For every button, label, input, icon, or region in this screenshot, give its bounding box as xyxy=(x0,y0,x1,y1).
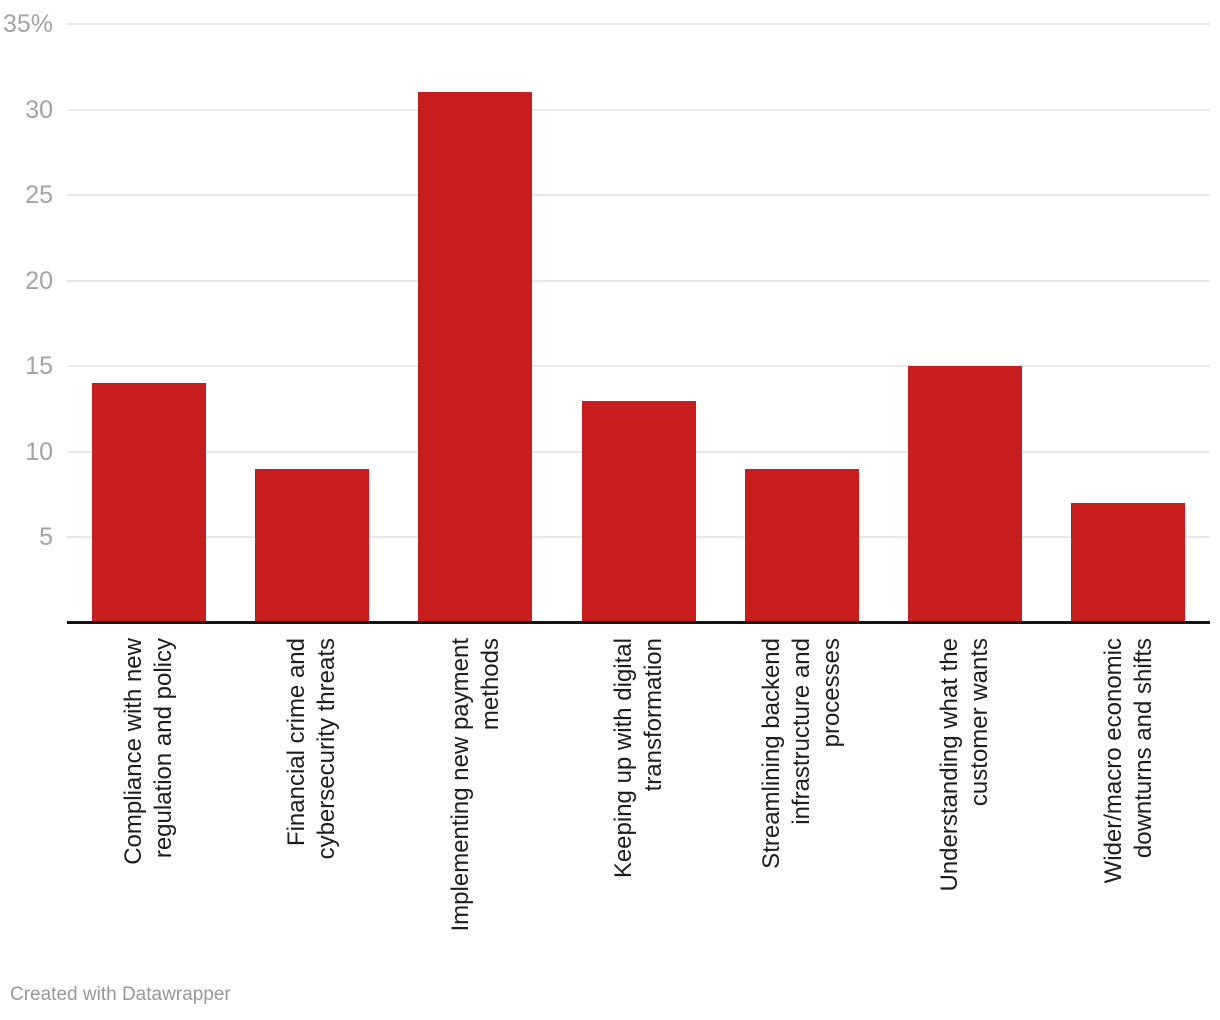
y-tick-label-10: 10 xyxy=(25,438,53,466)
x-tick-label-4: Streamlining backend infrastructure and … xyxy=(757,638,847,958)
datawrapper-attribution-link[interactable]: Created with Datawrapper xyxy=(10,984,231,1005)
bar-4 xyxy=(745,469,859,623)
gridline-15 xyxy=(67,365,1210,367)
bar-0 xyxy=(92,383,206,623)
y-tick-label-20: 20 xyxy=(25,267,53,295)
bar-3 xyxy=(582,401,696,623)
y-tick-label-25: 25 xyxy=(25,181,53,209)
bar-1 xyxy=(255,469,369,623)
x-tick-label-3: Keeping up with digital transformation xyxy=(594,638,684,958)
x-tick-label-text: Keeping up with digital transformation xyxy=(609,638,667,879)
bar-2 xyxy=(418,92,532,623)
x-tick-cell-6: Wider/macro economic downturns and shift… xyxy=(1047,626,1210,956)
gridline-35 xyxy=(67,23,1210,25)
x-tick-label-text: Understanding what the customer wants xyxy=(935,638,993,892)
gridline-30 xyxy=(67,109,1210,111)
y-tick-label-30: 30 xyxy=(25,96,53,124)
bar-6 xyxy=(1071,503,1185,623)
x-tick-label-5: Understanding what the customer wants xyxy=(920,638,1010,958)
x-tick-cell-4: Streamlining backend infrastructure and … xyxy=(720,626,883,956)
y-tick-label-35: 35% xyxy=(2,10,53,38)
x-axis-line xyxy=(67,621,1210,624)
x-tick-label-1: Financial crime and cybersecurity threat… xyxy=(267,638,357,958)
gridline-25 xyxy=(67,194,1210,196)
x-tick-cell-2: Implementing new payment methods xyxy=(394,626,557,956)
y-tick-label-5: 5 xyxy=(39,523,53,551)
x-tick-label-6: Wider/macro economic downturns and shift… xyxy=(1084,638,1174,958)
x-tick-label-text: Compliance with new regulation and polic… xyxy=(119,638,177,865)
x-tick-label-text: Financial crime and cybersecurity threat… xyxy=(282,638,340,860)
y-tick-label-15: 15 xyxy=(25,352,53,380)
x-tick-cell-1: Financial crime and cybersecurity threat… xyxy=(230,626,393,956)
x-tick-label-0: Compliance with new regulation and polic… xyxy=(104,638,194,958)
x-tick-cell-3: Keeping up with digital transformation xyxy=(557,626,720,956)
x-tick-label-2: Implementing new payment methods xyxy=(431,638,521,958)
x-tick-label-text: Implementing new payment methods xyxy=(446,638,504,932)
x-tick-cell-0: Compliance with new regulation and polic… xyxy=(67,626,230,956)
x-tick-label-text: Streamlining backend infrastructure and … xyxy=(757,638,845,869)
x-tick-label-text: Wider/macro economic downturns and shift… xyxy=(1099,638,1157,884)
gridline-20 xyxy=(67,280,1210,282)
bar-5 xyxy=(908,366,1022,623)
x-tick-cell-5: Understanding what the customer wants xyxy=(883,626,1046,956)
